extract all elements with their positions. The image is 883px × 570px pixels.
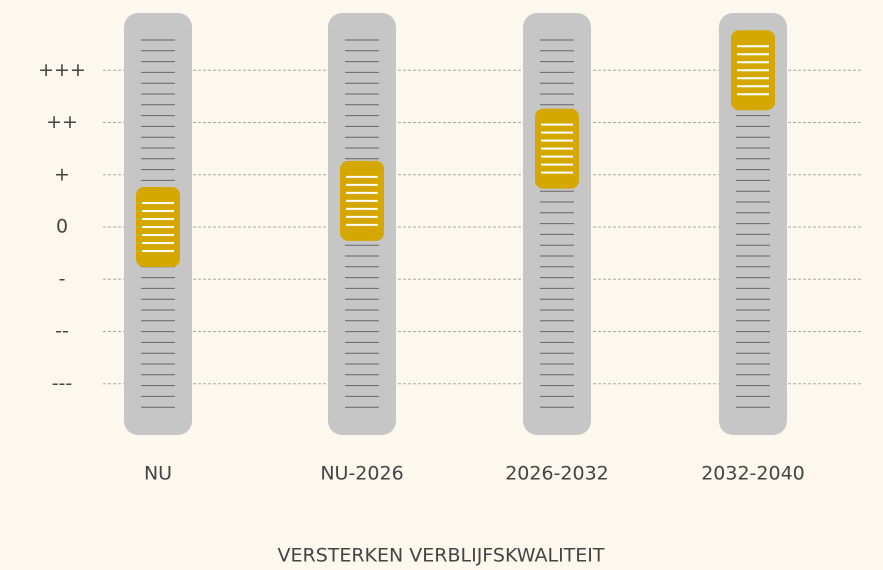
x-tick-label: 2026-2032	[505, 463, 609, 485]
x-tick-label: 2032-2040	[701, 463, 805, 485]
y-tick-label: ++	[46, 111, 78, 133]
slider-thumb	[136, 187, 180, 267]
y-tick-label: 0	[56, 216, 68, 238]
x-tick-label: NU	[144, 463, 172, 485]
slider-thumb	[731, 30, 775, 111]
chart-title: VERSTERKEN VERBLIJFSKWALITEIT	[277, 545, 604, 567]
slider-thumb	[535, 108, 579, 189]
y-tick-label: +	[54, 163, 70, 185]
y-tick-label: -	[59, 268, 66, 290]
y-tick-label: +++	[38, 59, 86, 81]
slider-thumb	[340, 160, 384, 241]
y-tick-label: ---	[52, 372, 73, 394]
y-tick-label: --	[55, 320, 69, 342]
x-tick-label: NU-2026	[320, 463, 403, 485]
